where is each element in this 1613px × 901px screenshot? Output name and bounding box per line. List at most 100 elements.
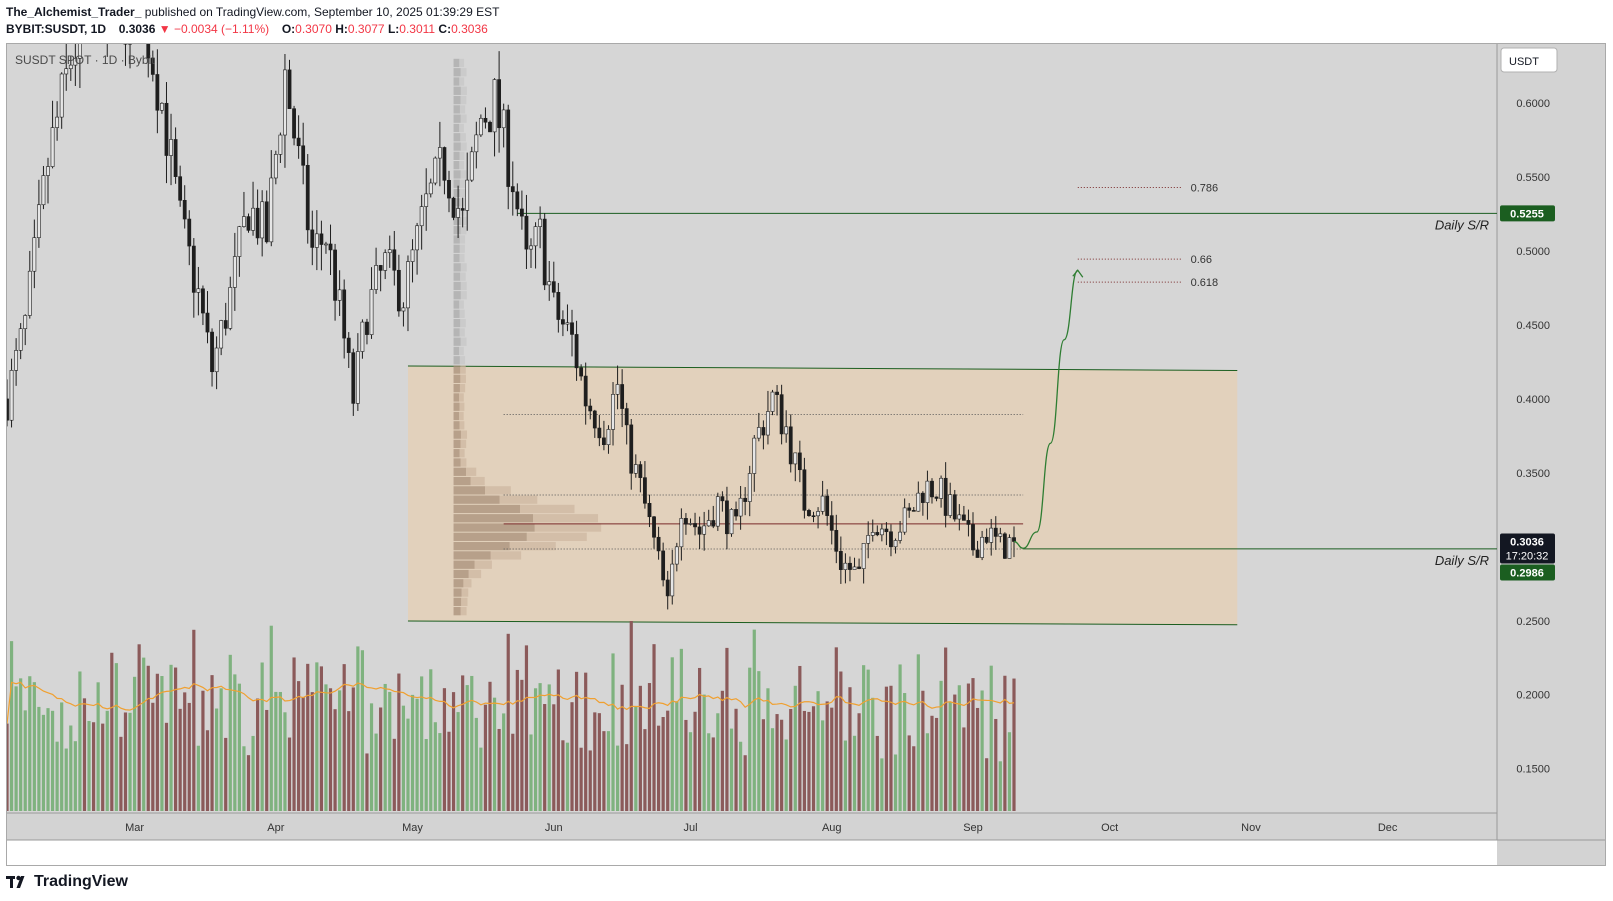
candle-body	[984, 536, 989, 543]
volume-bar	[921, 690, 925, 811]
candle-body	[18, 328, 23, 351]
volume-bar	[96, 682, 100, 811]
volume-profile-bar	[453, 161, 460, 170]
volume-bar	[461, 675, 465, 811]
volume-bar	[256, 698, 260, 811]
projection-arrow-path	[1013, 269, 1079, 549]
candle-body	[1002, 533, 1007, 559]
volume-profile-bar	[460, 291, 467, 300]
volume-profile-bar	[460, 95, 467, 105]
volume-bar	[379, 707, 383, 811]
volume-bar	[224, 737, 228, 811]
candle-body	[223, 320, 228, 329]
volume-bar	[543, 704, 547, 811]
volume-profile-bar	[453, 123, 460, 133]
candle-body	[410, 249, 415, 262]
candle-body	[346, 337, 351, 353]
volume-bar	[128, 712, 132, 811]
volume-bar	[625, 744, 629, 811]
candle-body	[365, 321, 369, 335]
volume-bar	[524, 645, 529, 811]
volume-bar	[752, 629, 756, 811]
time-axis-tick: Nov	[1241, 822, 1261, 834]
candle-body	[324, 243, 328, 246]
chart-frame[interactable]: Daily S/R Daily S/R 0.786 0.66 0.618 0.6000 0…	[6, 43, 1606, 866]
volume-profile-bar	[460, 281, 467, 291]
candle-body	[46, 166, 50, 176]
tradingview-logo[interactable]: TradingView	[6, 873, 128, 891]
candle-body	[939, 477, 943, 499]
volume-bar	[939, 680, 943, 811]
volume-profile-bar	[459, 244, 465, 253]
currency-button-label: USDT	[1509, 56, 1539, 68]
candle-body	[802, 469, 807, 511]
candle-body	[187, 218, 192, 247]
volume-bar	[420, 676, 424, 811]
volume-bar	[903, 693, 907, 811]
price-change: ▼ −0.0034 (−1.11%)	[158, 22, 270, 36]
volume-profile-bar	[453, 541, 510, 551]
candle-body	[629, 424, 634, 474]
volume-profile-bar	[453, 560, 475, 569]
volume-bar	[944, 647, 948, 811]
currency-button[interactable]: USDT	[1500, 47, 1558, 73]
candle-body	[392, 249, 397, 271]
volume-bar	[101, 723, 105, 811]
volume-profile-bar	[460, 458, 467, 467]
volume-profile-bar	[460, 607, 467, 616]
volume-profile-bar	[453, 384, 460, 393]
candle-body	[561, 319, 565, 325]
volume-bar	[183, 692, 187, 811]
volume-bar	[41, 714, 46, 811]
close-value: 0.3036	[451, 22, 488, 36]
volume-profile-bar	[453, 597, 462, 607]
volume-bar	[720, 690, 724, 811]
candle-body	[310, 229, 315, 248]
volume-profile-bar	[460, 216, 467, 226]
volume-bar	[429, 669, 433, 811]
candle-body	[328, 243, 333, 251]
volume-bar	[119, 736, 123, 811]
price-axis-tick: 0.4500	[1516, 320, 1550, 332]
time-axis-tick: May	[402, 822, 423, 834]
candle-body	[693, 523, 697, 528]
candle-body	[178, 176, 183, 201]
volume-bar	[825, 701, 829, 811]
volume-bar	[698, 667, 702, 811]
volume-profile-bar	[453, 328, 460, 337]
author-name[interactable]: The_Alchemist_Trader_	[6, 5, 142, 19]
volume-profile-bar	[453, 486, 486, 495]
volume-profile-bar	[453, 495, 500, 504]
volume-bar	[739, 741, 743, 811]
candle-body	[743, 497, 748, 502]
candle-body	[456, 208, 460, 218]
volume-bar	[843, 740, 848, 811]
volume-bar	[278, 691, 282, 811]
volume-moving-average	[7, 681, 1015, 724]
volume-bar	[816, 691, 820, 811]
chart-legend-title: SUSDT SPOT · 1D · Bybit	[15, 53, 155, 67]
candle-body	[374, 265, 378, 290]
candle-body	[588, 405, 593, 412]
volume-bar	[770, 728, 775, 811]
volume-bar	[898, 664, 902, 811]
volume-bar	[442, 688, 447, 811]
candle-body	[191, 245, 196, 293]
candle-body	[7, 398, 9, 421]
volume-bar	[552, 704, 556, 811]
candle-body	[538, 218, 543, 227]
volume-profile-bar	[453, 86, 461, 95]
volume-profile-bar	[453, 68, 461, 77]
volume-bar	[520, 679, 524, 811]
volume-profile-bar	[453, 569, 469, 579]
candle-body	[647, 502, 652, 518]
candle-body	[260, 201, 265, 239]
volume-bar	[547, 684, 551, 811]
volume-bar	[729, 728, 734, 811]
candle-body	[32, 237, 37, 272]
candle-body	[150, 57, 155, 75]
volume-bar	[451, 692, 456, 811]
volume-bar	[474, 717, 478, 811]
volume-bar	[433, 722, 437, 811]
